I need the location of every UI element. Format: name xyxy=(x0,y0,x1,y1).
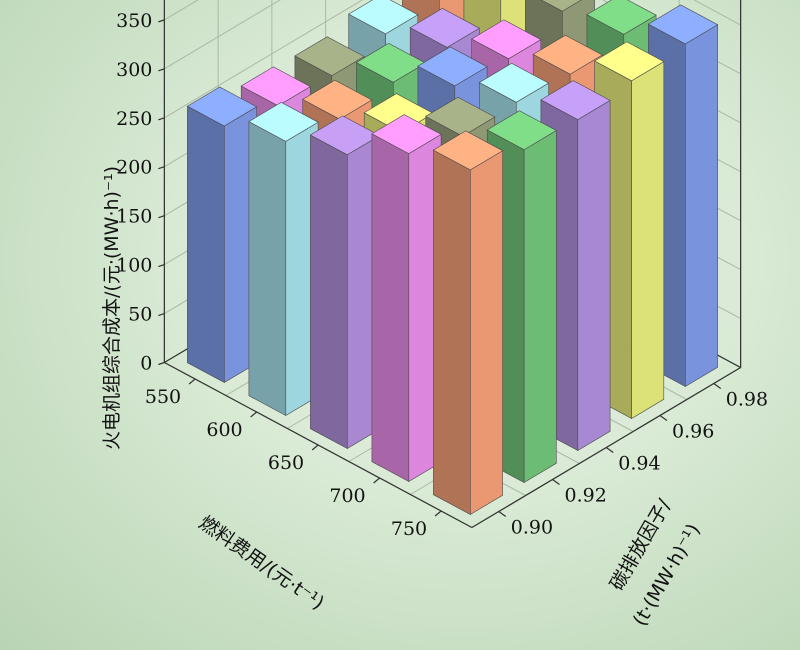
bar-550-0.90 xyxy=(186,86,258,384)
y-tick-mark xyxy=(659,415,668,421)
bar-front-face xyxy=(684,24,718,388)
y-tick-mark xyxy=(713,383,722,389)
bar-top-face xyxy=(309,115,381,156)
bar-750-0.90 xyxy=(432,130,504,516)
bar-top-face xyxy=(348,0,419,35)
x-tick-label: 700 xyxy=(329,485,365,507)
y-tick-label: 0.96 xyxy=(672,421,714,443)
z-tick-mark xyxy=(158,68,165,72)
z-tick-label: 100 xyxy=(116,255,152,277)
bar-600-0.90 xyxy=(248,102,319,417)
bar-top-face xyxy=(594,41,665,82)
bar-front-face xyxy=(469,150,503,516)
z-tick-mark xyxy=(158,361,165,366)
bar-650-0.90 xyxy=(309,115,381,450)
bar-top-face xyxy=(417,46,488,87)
bar-top-face xyxy=(409,8,480,48)
y-tick-mark xyxy=(552,479,560,485)
bar-top-face xyxy=(294,36,365,77)
z-tick-label: 50 xyxy=(128,304,152,326)
z-tick-label: 150 xyxy=(116,206,152,228)
bar-top-face xyxy=(240,66,311,107)
x-axis-label: 燃料费用/(元·t⁻¹) xyxy=(195,512,328,615)
y-tick-label: 0.94 xyxy=(618,453,660,475)
z-tick-label: 250 xyxy=(116,108,152,130)
x-tick-label: 750 xyxy=(391,518,427,540)
z-tick-label: 300 xyxy=(116,59,152,81)
x-tick-label: 650 xyxy=(268,452,304,474)
bar-top-face xyxy=(371,114,442,154)
bar-top-face xyxy=(432,130,504,171)
bar-side-face xyxy=(310,134,348,450)
z-tick-label: 0 xyxy=(140,353,152,375)
z-tick-mark xyxy=(158,215,165,219)
z-tick-mark xyxy=(158,264,165,268)
z-axis-label: 火电机组综合成本/(元·(MW·h)⁻¹) xyxy=(101,166,123,450)
bar-top-face xyxy=(478,62,550,103)
bar-front-face xyxy=(631,61,665,420)
bar-side-face xyxy=(187,105,225,384)
bar-top-face xyxy=(540,80,611,120)
x-tick-mark xyxy=(373,477,381,484)
bar-top-face xyxy=(425,96,496,137)
z-tick-mark xyxy=(158,19,165,23)
z-tick-label: 350 xyxy=(116,10,152,32)
x-tick-mark xyxy=(434,510,442,517)
bar-top-face xyxy=(248,102,319,142)
bar-top-face xyxy=(471,19,542,60)
bar-top-face xyxy=(540,0,582,12)
y-tick-mark xyxy=(605,447,614,453)
bar-side-face xyxy=(371,133,410,483)
bar-top-face xyxy=(647,4,719,45)
y-tick-label: 0.92 xyxy=(565,485,607,507)
bar-top-face xyxy=(302,79,373,120)
bar-layer xyxy=(186,0,719,516)
z-tick-label: 200 xyxy=(116,157,152,179)
y-tick-mark xyxy=(498,511,507,517)
bar-top-face xyxy=(532,34,603,75)
bar-700-0.90 xyxy=(371,114,442,483)
x-tick-mark xyxy=(250,411,258,418)
x-tick-mark xyxy=(188,378,196,385)
z-tick-mark xyxy=(158,117,165,121)
y-tick-label: 0.98 xyxy=(726,389,768,411)
x-tick-label: 550 xyxy=(145,386,181,408)
bar-side-face xyxy=(248,121,287,417)
z-tick-mark xyxy=(158,166,165,170)
bar-top-face xyxy=(486,110,557,151)
bar-front-face xyxy=(577,99,611,452)
x-tick-mark xyxy=(311,444,319,451)
z-tick-mark xyxy=(158,312,165,317)
bar-top-face xyxy=(186,86,258,127)
x-tick-label: 600 xyxy=(206,419,242,441)
bar-front-face xyxy=(523,129,557,484)
bar-top-face xyxy=(355,42,427,83)
bar-top-face xyxy=(586,0,657,35)
y-tick-label: 0.90 xyxy=(511,517,553,539)
bar-side-face xyxy=(433,149,471,516)
